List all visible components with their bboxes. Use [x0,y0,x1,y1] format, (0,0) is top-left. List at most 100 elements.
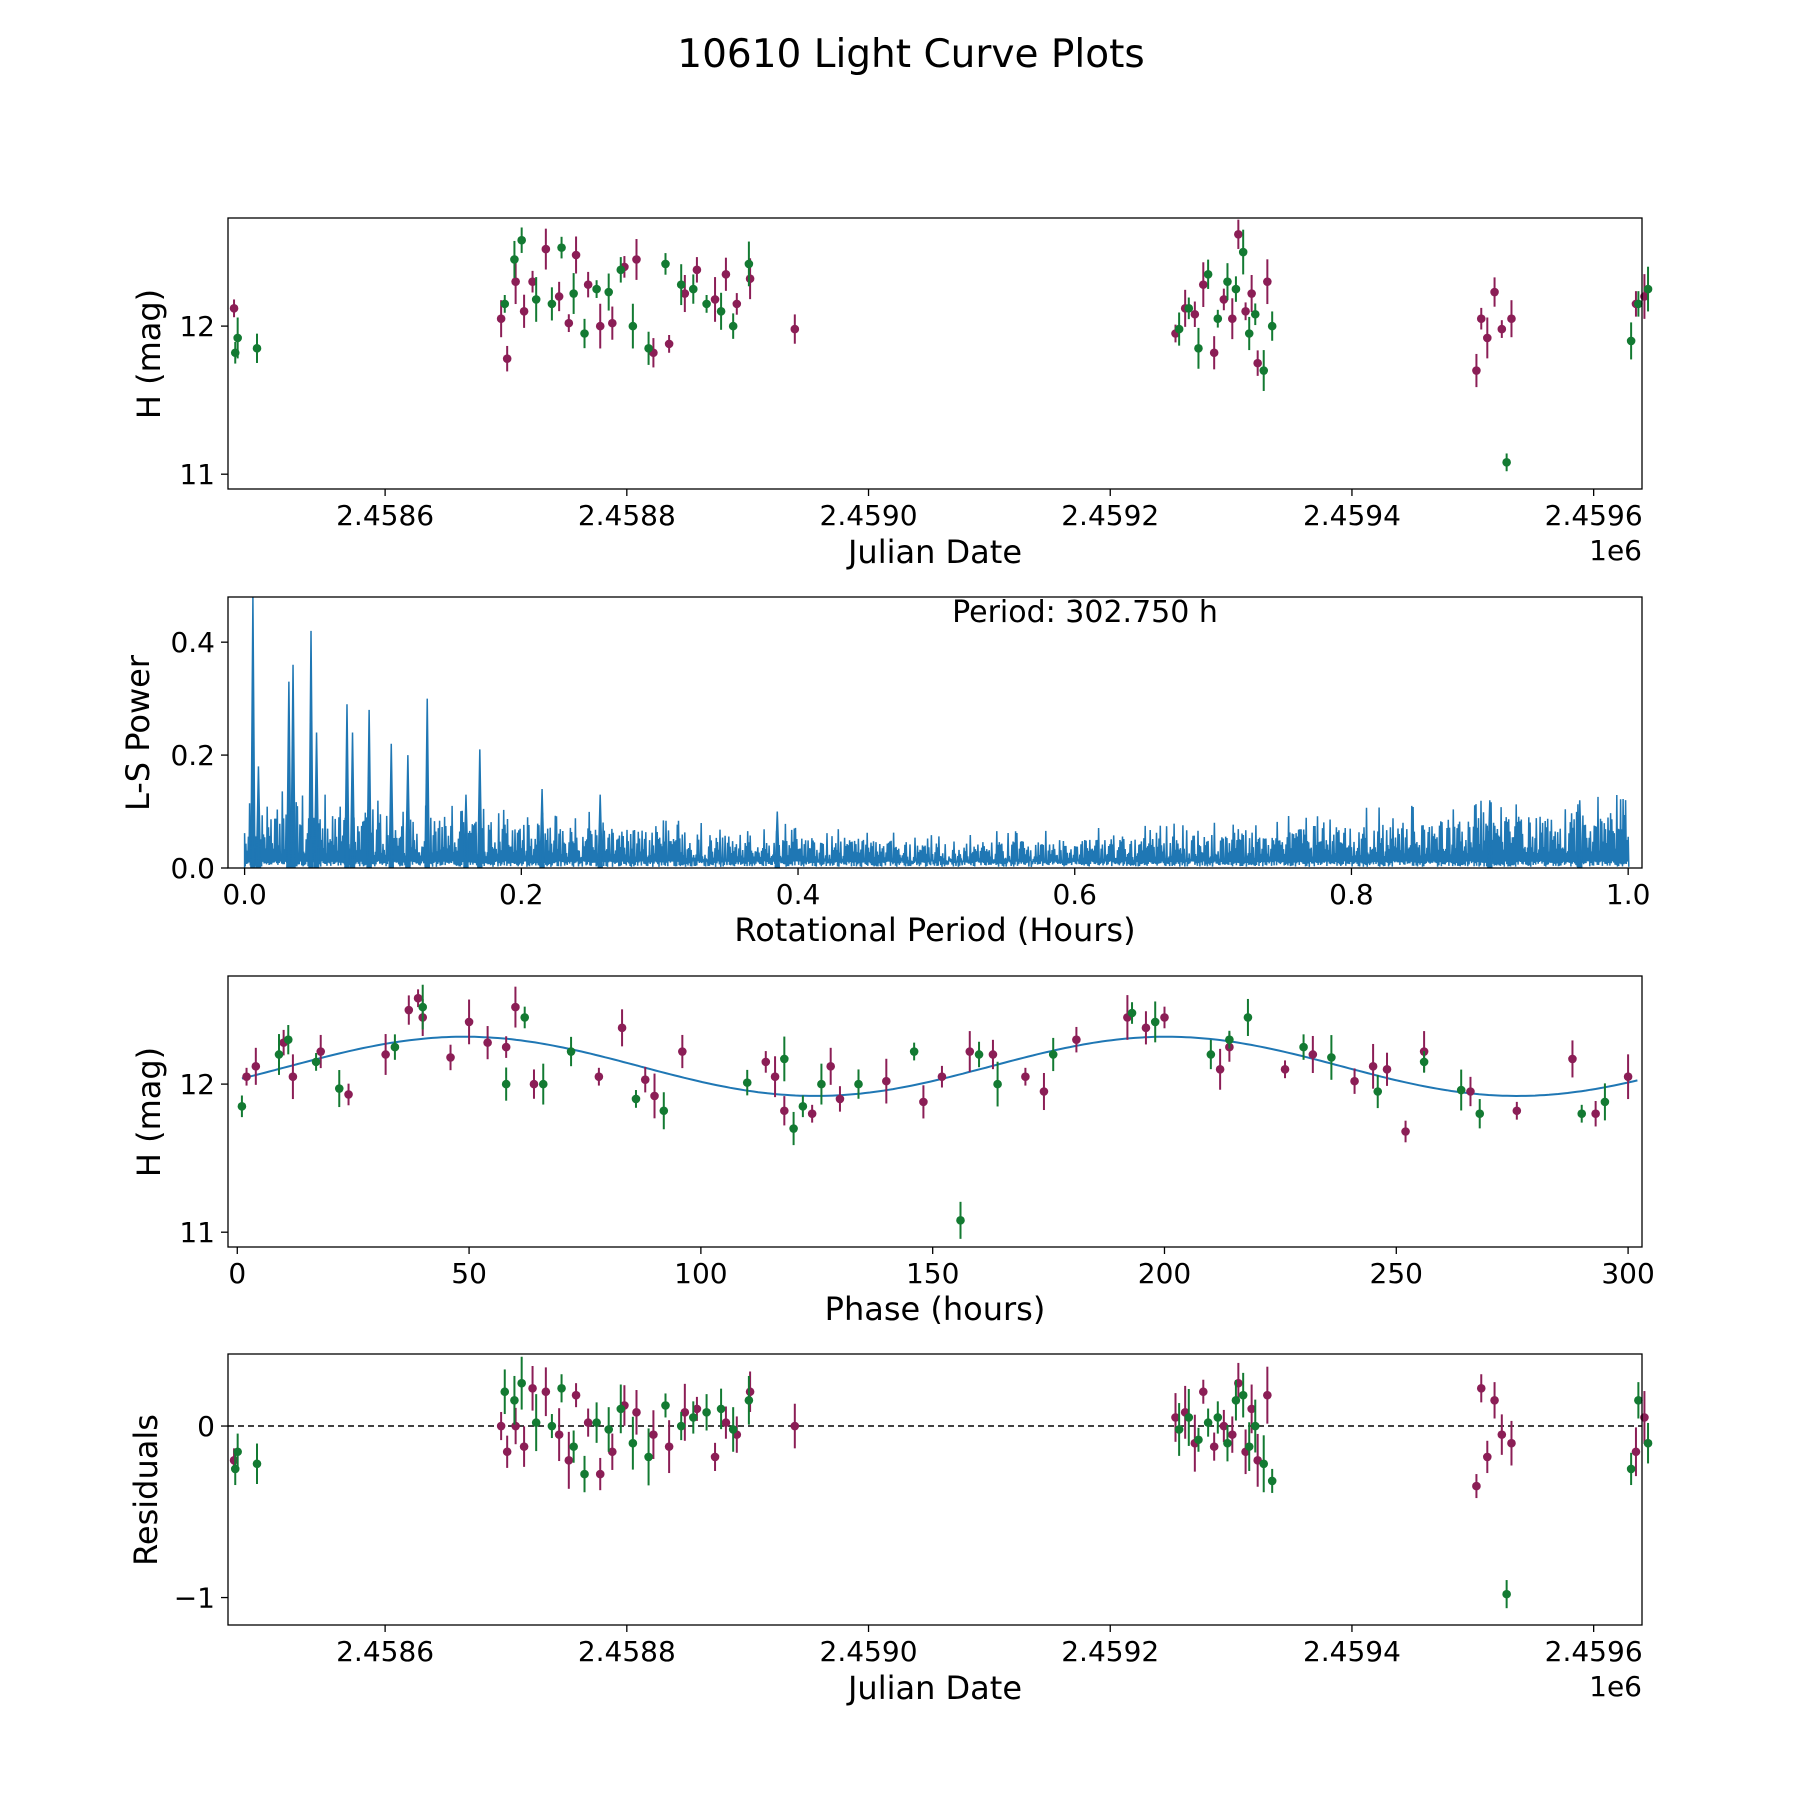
data-point [1401,1127,1410,1136]
periodogram-peak [477,749,483,869]
periodogram-xlabel: Rotational Period (Hours) [734,911,1135,949]
data-point [529,1079,539,1089]
data-point [732,299,742,309]
data-point [616,265,626,275]
data-point [628,1438,638,1448]
periodogram-peak [463,794,469,869]
residuals-ylabel: Residuals [127,1414,165,1566]
data-point [628,321,638,331]
data-point [688,284,698,294]
data-point [1247,289,1256,298]
light-curve-x-offset: 1e6 [1589,534,1642,567]
data-point [817,1079,826,1089]
data-point [1174,324,1184,334]
data-point [761,1057,771,1067]
residuals-panel: 2.4586 2.4588 2.4590 2.4592 2.4594 2.4596−10 … [127,1353,1653,1707]
x-tick-label: 100 [674,1257,727,1290]
data-point [316,1047,326,1056]
data-point [233,1447,242,1457]
x-tick-label: 2.4594 [1303,1635,1401,1668]
data-point [252,344,262,353]
data-point [283,1035,293,1044]
data-point [1048,1050,1058,1059]
periodogram-peak [255,766,262,869]
data-point [1490,287,1499,297]
data-point [789,1124,798,1133]
data-point [251,1062,261,1071]
data-point [1250,1421,1260,1431]
data-point [557,1384,566,1393]
data-point [678,1047,687,1056]
x-tick-label: 200 [1138,1257,1191,1290]
data-point [1263,277,1272,286]
data-point [501,1079,511,1089]
data-point [744,259,754,269]
data-point [502,1447,512,1457]
data-point [566,1047,576,1056]
x-tick-label: 0 [228,1257,246,1290]
x-tick-label: 2.4586 [336,1635,434,1668]
data-point [547,299,557,309]
data-point [1174,1425,1184,1434]
data-point [742,1078,752,1087]
data-point [252,1459,262,1469]
light-curve-axes-frame [227,217,1643,490]
data-point [1194,344,1203,353]
data-point [1502,458,1511,467]
data-point [1490,1396,1499,1405]
data-point [909,1047,919,1056]
data-point [1209,1442,1219,1451]
x-tick-label: 2.4592 [1061,1635,1159,1668]
data-point [242,1072,251,1081]
data-point [826,1062,835,1071]
data-point [676,280,686,289]
data-point [702,1408,711,1417]
data-point [1476,1384,1486,1393]
data-point [511,1002,520,1012]
data-point [1247,1404,1256,1414]
periodogram-peak [1576,800,1583,869]
figure-title: 10610 Light Curve Plots [677,32,1144,77]
data-point [659,1106,669,1116]
phased-plot-area [237,984,1638,1239]
data-point [1203,1418,1213,1427]
residuals-ticks: 2.4586 2.4588 2.4590 2.4592 2.4594 2.4596 −1 0 [174,1410,1643,1668]
data-point [528,277,537,286]
data-point [519,1442,529,1451]
data-point [1225,1035,1234,1044]
data-point [1475,1109,1485,1119]
y-tick-label: 11 [179,1216,215,1249]
data-point [604,1425,613,1434]
periodogram-peak [313,732,320,869]
data-point [1250,309,1260,319]
data-point [511,277,520,286]
data-point [1456,1085,1466,1095]
data-point [557,243,566,252]
data-point [1198,280,1208,289]
data-point [1643,1438,1653,1448]
x-tick-label: 2.4588 [578,499,676,532]
data-point [511,1421,520,1431]
data-point [1308,1050,1318,1059]
data-point [564,1456,574,1465]
data-point [854,1079,863,1089]
data-point [640,1075,650,1084]
data-point [1373,1087,1383,1096]
data-point [1626,336,1636,346]
data-point [496,314,506,323]
data-point [608,318,617,328]
data-point [692,1404,702,1414]
data-point [780,1106,789,1116]
data-point [1634,1396,1643,1405]
data-point [790,324,800,334]
data-point [1253,358,1262,368]
data-point [965,1047,975,1056]
phased-ylabel: H (mag) [130,1047,168,1177]
data-point [1507,314,1516,323]
data-point [528,1384,537,1393]
data-point [680,1408,690,1417]
data-point [710,1452,720,1462]
data-point [569,1442,578,1451]
data-point [676,1421,686,1431]
light-curve-ylabel: H (mag) [130,289,168,419]
